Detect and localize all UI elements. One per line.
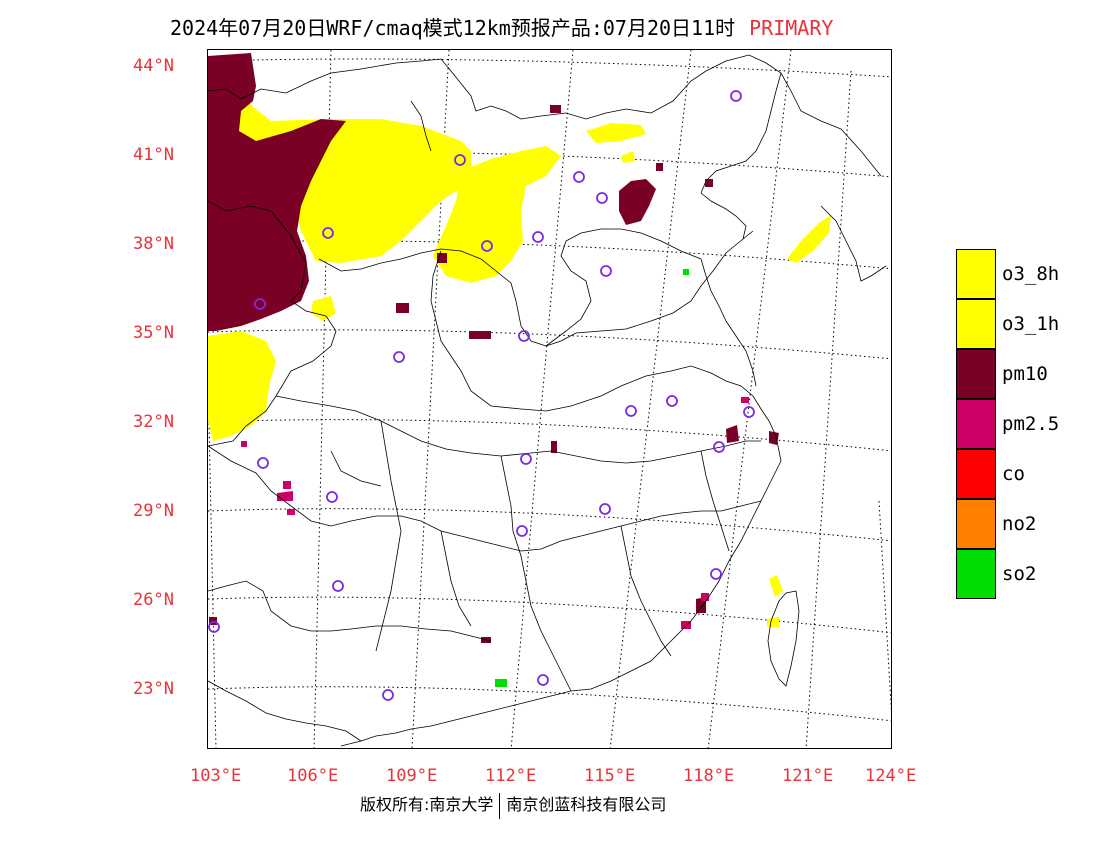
lon-label-109: 109°E [386, 766, 438, 786]
pm25-exceedance-areas [241, 397, 749, 629]
lat-label-32: 32°N [133, 412, 174, 432]
so2-exceedance-areas [495, 269, 689, 687]
footer-divider [499, 792, 501, 819]
legend-swatch-co [956, 449, 996, 499]
legend-label-pm10: pm10 [1002, 363, 1048, 385]
legend-label-o3-8h: o3_8h [1002, 263, 1060, 285]
lat-label-29: 29°N [133, 501, 174, 521]
lon-label-118: 118°E [683, 766, 735, 786]
legend-label-no2: no2 [1002, 513, 1037, 535]
map-title: 2024年07月20日WRF/cmaq模式12km预报产品:07月20日11时 P… [170, 12, 833, 41]
legend-label-so2: so2 [1002, 563, 1037, 585]
legend-label-co: co [1002, 463, 1025, 485]
legend-label-pm25: pm2.5 [1002, 413, 1060, 435]
lat-label-38: 38°N [133, 234, 174, 254]
lon-label-103: 103°E [190, 766, 242, 786]
lon-label-124: 124°E [865, 766, 917, 786]
lat-label-35: 35°N [133, 323, 174, 343]
legend-swatch-o3-8h [956, 249, 996, 299]
legend-swatch-o3-1h [956, 299, 996, 349]
lat-label-26: 26°N [133, 590, 174, 610]
lon-label-106: 106°E [287, 766, 339, 786]
map-title-main: 2024年07月20日WRF/cmaq模式12km预报产品:07月20日11时 [170, 16, 736, 40]
lat-label-44: 44°N [133, 56, 174, 76]
longitude-gridlines [208, 50, 891, 748]
legend-swatch-pm10 [956, 349, 996, 399]
lon-label-121: 121°E [782, 766, 834, 786]
lat-label-41: 41°N [133, 145, 174, 165]
legend-swatch-so2 [956, 549, 996, 599]
pollution-map [207, 49, 892, 749]
lat-label-23: 23°N [133, 679, 174, 699]
copyright-footer: 版权所有:南京大学 南京创蓝科技有限公司 [360, 791, 666, 819]
pm10-exceedance-areas [208, 53, 779, 643]
map-canvas [208, 50, 891, 748]
copyright-company: 南京创蓝科技有限公司 [506, 795, 667, 814]
legend-label-o3-1h: o3_1h [1002, 313, 1060, 335]
lon-label-115: 115°E [584, 766, 636, 786]
monitoring-sites [208, 90, 755, 701]
legend-swatch-no2 [956, 499, 996, 549]
province-boundaries [208, 54, 887, 747]
copyright-owner: 版权所有:南京大学 [360, 795, 494, 814]
map-title-tag: PRIMARY [749, 16, 834, 40]
lon-label-112: 112°E [485, 766, 537, 786]
legend-swatch-pm25 [956, 399, 996, 449]
latitude-gridlines [208, 58, 891, 722]
